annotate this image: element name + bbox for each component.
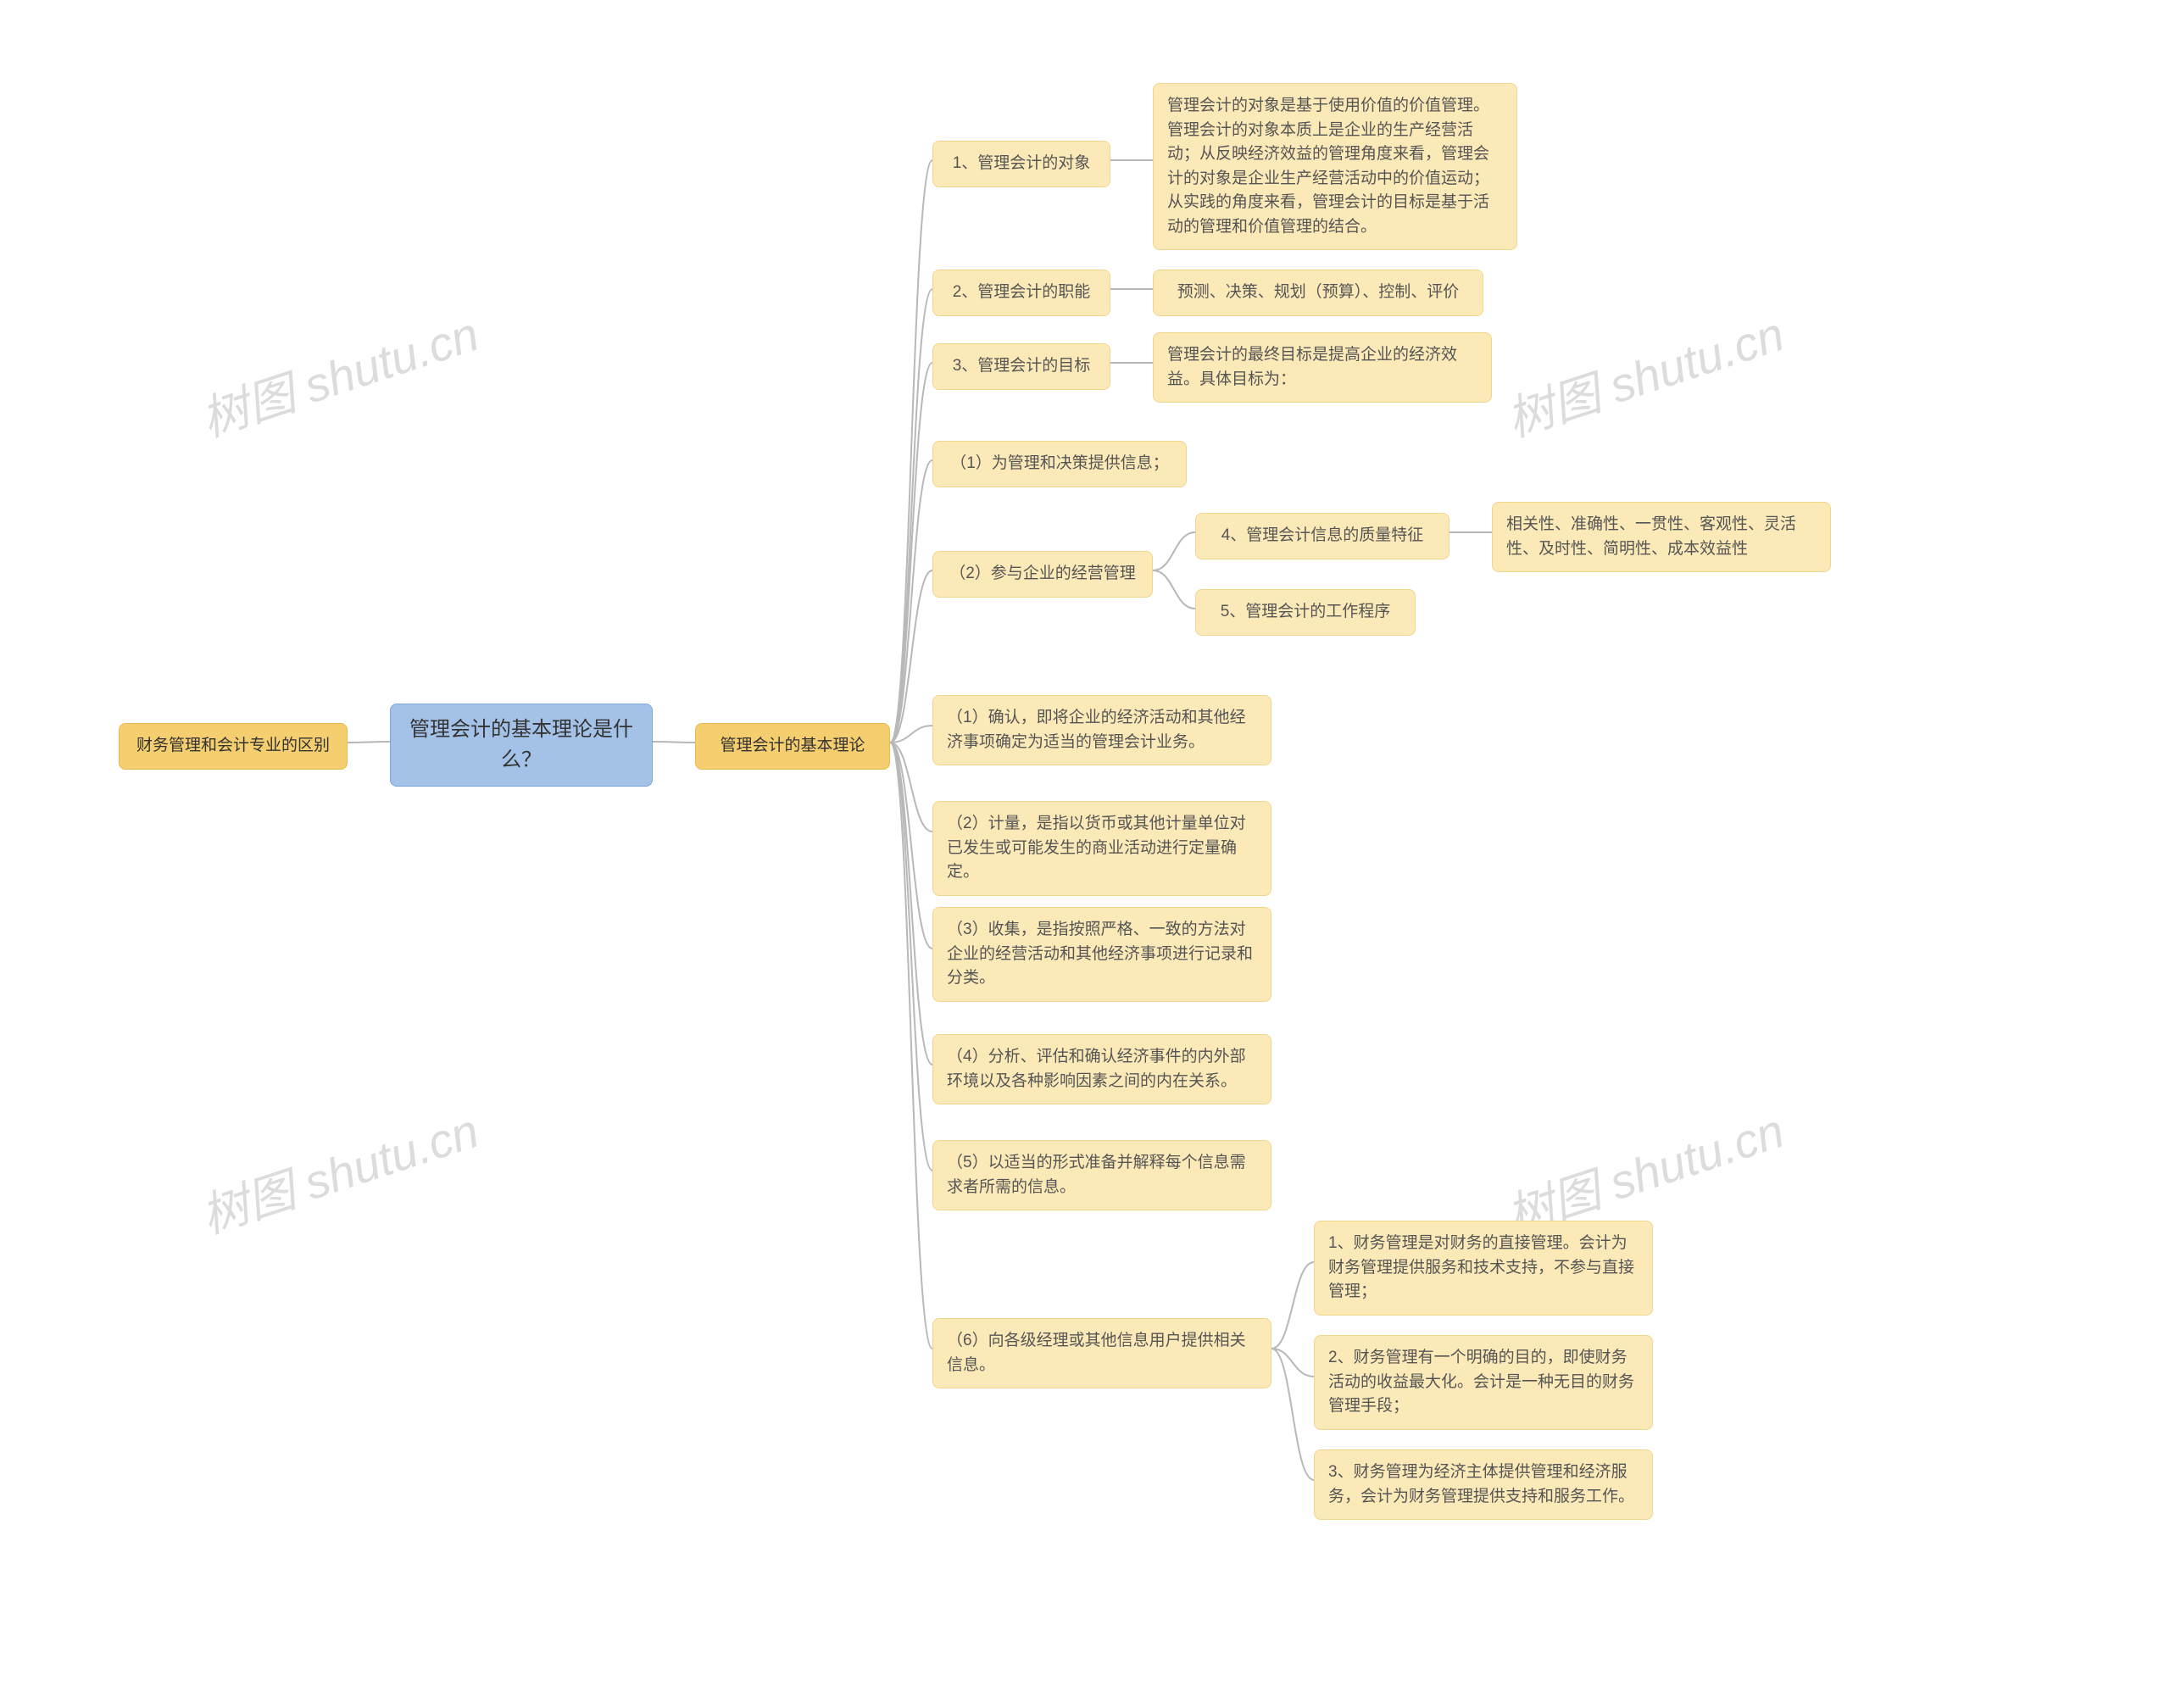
node-procedure[interactable]: 5、管理会计的工作程序 <box>1195 589 1416 636</box>
node-finance-diff-3[interactable]: 3、财务管理为经济主体提供管理和经济服务，会计为财务管理提供支持和服务工作。 <box>1314 1449 1653 1520</box>
watermark: 树图 shutu.cn <box>192 297 487 451</box>
node-step-2[interactable]: （2）计量，是指以货币或其他计量单位对已发生或可能发生的商业活动进行定量确定。 <box>932 801 1271 896</box>
node-step-1[interactable]: （1）确认，即将企业的经济活动和其他经济事项确定为适当的管理会计业务。 <box>932 695 1271 765</box>
node-quality-desc: 相关性、准确性、一贯性、客观性、灵活性、及时性、简明性、成本效益性 <box>1492 502 1831 572</box>
node-finance-diff-2[interactable]: 2、财务管理有一个明确的目的，即使财务活动的收益最大化。会计是一种无目的财务管理… <box>1314 1335 1653 1430</box>
node-step-3[interactable]: （3）收集，是指按照严格、一致的方法对企业的经营活动和其他经济事项进行记录和分类… <box>932 907 1271 1002</box>
branch-left[interactable]: 财务管理和会计专业的区别 <box>119 723 348 770</box>
node-step-5[interactable]: （5）以适当的形式准备并解释每个信息需求者所需的信息。 <box>932 1140 1271 1210</box>
watermark: 树图 shutu.cn <box>192 1093 487 1248</box>
node-function-desc: 预测、决策、规划（预算）、控制、评价 <box>1153 270 1483 316</box>
watermark: 树图 shutu.cn <box>1497 297 1792 451</box>
mindmap-root[interactable]: 管理会计的基本理论是什么？ <box>390 704 653 787</box>
node-quality[interactable]: 4、管理会计信息的质量特征 <box>1195 513 1449 559</box>
node-function[interactable]: 2、管理会计的职能 <box>932 270 1110 316</box>
node-goal[interactable]: 3、管理会计的目标 <box>932 343 1110 390</box>
node-step-6[interactable]: （6）向各级经理或其他信息用户提供相关信息。 <box>932 1318 1271 1388</box>
node-object-desc: 管理会计的对象是基于使用价值的价值管理。管理会计的对象本质上是企业的生产经营活动… <box>1153 83 1517 250</box>
node-participate[interactable]: （2）参与企业的经营管理 <box>932 551 1153 598</box>
node-finance-diff-1[interactable]: 1、财务管理是对财务的直接管理。会计为财务管理提供服务和技术支持，不参与直接管理… <box>1314 1221 1653 1316</box>
node-step-4[interactable]: （4）分析、评估和确认经济事件的内外部环境以及各种影响因素之间的内在关系。 <box>932 1034 1271 1104</box>
node-object[interactable]: 1、管理会计的对象 <box>932 141 1110 187</box>
node-goal-desc: 管理会计的最终目标是提高企业的经济效益。具体目标为： <box>1153 332 1492 403</box>
branch-right[interactable]: 管理会计的基本理论 <box>695 723 890 770</box>
node-provide-info[interactable]: （1）为管理和决策提供信息； <box>932 441 1187 487</box>
